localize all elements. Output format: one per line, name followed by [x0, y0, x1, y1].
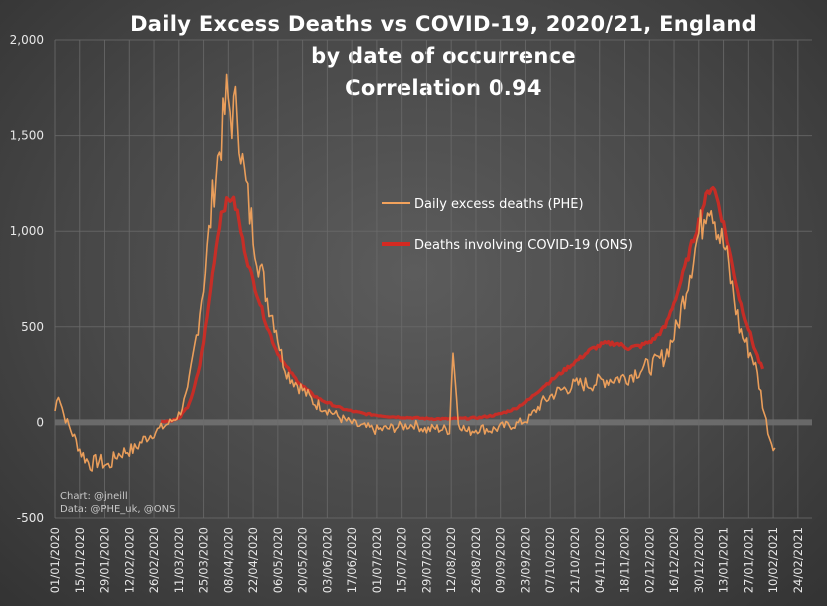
x-tick-label: 10/02/2021 [766, 527, 780, 593]
legend-label-phe: Daily excess deaths (PHE) [414, 197, 584, 212]
series-line-phe-excess [54, 73, 776, 472]
series-layer [54, 73, 776, 472]
series-line-ons-covid [160, 186, 765, 424]
x-tick-label: 08/04/2020 [221, 527, 235, 593]
x-tick-label: 21/10/2020 [568, 527, 582, 593]
x-tick-label: 16/12/2020 [667, 527, 681, 593]
x-tick-label: 29/01/2020 [98, 527, 112, 593]
legend-label-ons: Deaths involving COVID-19 (ONS) [414, 238, 633, 253]
x-tick-label: 12/02/2020 [122, 527, 136, 593]
y-tick-label: 2,000 [10, 33, 44, 47]
x-tick-label: 26/02/2020 [147, 527, 161, 593]
y-tick-label: 500 [21, 320, 44, 334]
y-tick-label: 0 [36, 415, 44, 429]
x-tick-label: 13/01/2021 [717, 527, 731, 593]
correlation-annotation: Correlation 0.94 [345, 76, 542, 100]
x-tick-label: 27/01/2021 [741, 527, 755, 593]
x-tick-label: 12/08/2020 [444, 527, 458, 593]
x-axis: 01/01/2020 15/01/2020 29/01/2020 12/02/2020… [48, 527, 805, 593]
y-tick-label: 1,000 [10, 224, 44, 238]
chart-title-block: Daily Excess Deaths vs COVID-19, 2020/21… [0, 8, 827, 104]
x-tick-label: 04/11/2020 [593, 527, 607, 593]
chart-subtitle: by date of occurrence [311, 44, 576, 68]
credit-chart: Chart: @jneill [60, 491, 128, 502]
legend: Daily excess deaths (PHE) Deaths involvi… [382, 197, 633, 253]
y-tick-label: -500 [17, 511, 44, 525]
x-tick-label: 11/03/2020 [172, 527, 186, 593]
x-tick-label: 02/12/2020 [642, 527, 656, 593]
y-tick-label: 1,500 [10, 129, 44, 143]
x-tick-label: 20/05/2020 [296, 527, 310, 593]
x-tick-label: 15/07/2020 [395, 527, 409, 593]
x-tick-label: 29/07/2020 [419, 527, 433, 593]
credit-data: Data: @PHE_uk, @ONS [60, 504, 175, 515]
x-tick-label: 09/09/2020 [494, 527, 508, 593]
x-tick-label: 22/04/2020 [246, 527, 260, 593]
x-tick-label: 17/06/2020 [345, 527, 359, 593]
x-tick-label: 01/07/2020 [370, 527, 384, 593]
x-tick-label: 24/02/2021 [791, 527, 805, 593]
x-tick-label: 01/01/2020 [48, 527, 62, 593]
chart-title: Daily Excess Deaths vs COVID-19, 2020/21… [130, 12, 757, 36]
x-tick-label: 07/10/2020 [543, 527, 557, 593]
x-tick-label: 03/06/2020 [320, 527, 334, 593]
y-axis: -500 0 500 1,000 1,500 2,000 [10, 33, 44, 525]
x-tick-label: 30/12/2020 [692, 527, 706, 593]
x-tick-label: 18/11/2020 [618, 527, 632, 593]
x-tick-label: 23/09/2020 [518, 527, 532, 593]
x-tick-label: 06/05/2020 [271, 527, 285, 593]
x-tick-label: 26/08/2020 [469, 527, 483, 593]
grid-layer [54, 39, 812, 519]
x-tick-label: 25/03/2020 [197, 527, 211, 593]
x-tick-label: 15/01/2020 [73, 527, 87, 593]
